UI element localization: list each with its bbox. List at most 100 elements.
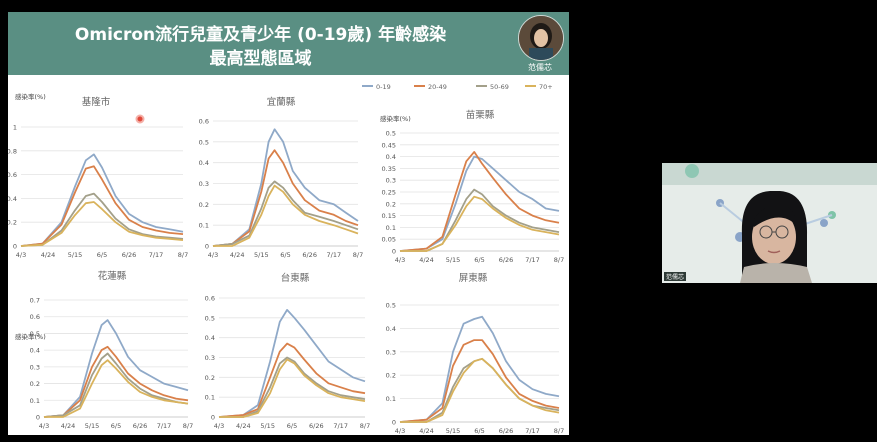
y-tick-label: 0.2 (386, 372, 396, 380)
x-tick-label: 4/24 (419, 427, 434, 435)
series-line-70+ (44, 359, 189, 418)
y-tick-label: 0.4 (8, 195, 17, 203)
legend-label-1: 20-49 (428, 83, 447, 91)
y-axis-label: 感染率(%) (380, 114, 411, 123)
x-tick-label: 8/7 (554, 427, 564, 435)
series-line-50-69 (20, 192, 184, 247)
charts-area: 0-19 20-49 50-69 70+ 0 0.2 0.4 0.6 0.8 1 4/3 4/24 5/… (8, 75, 569, 435)
x-tick-label: 7/17 (525, 427, 540, 435)
series-line-70+ (213, 184, 359, 247)
x-tick-label: 6/26 (499, 256, 514, 264)
y-tick-label: 0.6 (199, 118, 209, 126)
y-tick-label: 0.4 (386, 325, 396, 333)
x-tick-label: 7/17 (333, 422, 348, 430)
y-tick-label: 0.5 (205, 314, 215, 322)
x-tick-label: 5/15 (68, 251, 83, 259)
series-line-0-19 (20, 153, 184, 247)
y-tick-label: 0.3 (30, 363, 40, 371)
presenter-video[interactable]: 范儒芯 (662, 163, 877, 283)
series-line-70+ (219, 358, 366, 418)
x-tick-label: 6/5 (474, 427, 484, 435)
y-tick-label: 0.3 (205, 354, 215, 362)
series-line-0-19 (43, 319, 189, 418)
legend-label-0: 0-19 (376, 83, 391, 91)
x-tick-label: 5/15 (260, 422, 275, 430)
y-tick-label: 0.1 (205, 394, 215, 402)
presentation-slide: Omicron流行兒童及青少年 (0-19歲) 年齡感染 最高型態區域 范儒芯 … (8, 12, 569, 435)
chart-title: 屏東縣 (459, 272, 488, 284)
y-tick-label: 0.5 (199, 138, 209, 146)
series-line-0-19 (212, 128, 359, 247)
series-line-20-49 (212, 149, 359, 247)
y-tick-label: 0.15 (382, 212, 396, 220)
x-tick-label: 8/7 (178, 251, 188, 259)
x-tick-label: 7/17 (525, 256, 540, 264)
x-tick-label: 4/24 (230, 251, 245, 259)
y-tick-label: 0.35 (382, 165, 396, 173)
x-tick-label: 8/7 (360, 422, 370, 430)
y-axis-label: 感染率(%) (15, 92, 46, 101)
y-tick-label: 0.1 (386, 224, 396, 232)
x-tick-label: 6/5 (111, 422, 121, 430)
series-line-0-19 (399, 315, 560, 423)
y-tick-label: 0.4 (30, 347, 40, 355)
chart-title: 花蓮縣 (98, 270, 127, 282)
x-tick-label: 5/15 (446, 256, 461, 264)
series-line-50-69 (43, 352, 189, 418)
series-line-70+ (400, 195, 560, 252)
x-tick-label: 4/3 (208, 251, 218, 259)
series-line-0-19 (399, 155, 560, 252)
x-tick-label: 8/7 (554, 256, 564, 264)
slide-title-line-1: Omicron流行兒童及青少年 (0-19歲) 年齡感染 (74, 25, 447, 45)
slide-title-line-2: 最高型態區域 (209, 49, 312, 69)
y-tick-label: 0.5 (386, 302, 396, 310)
y-tick-label: 0.6 (8, 171, 17, 179)
laser-pointer (135, 114, 145, 124)
y-tick-label: 0.4 (386, 153, 396, 161)
presenter-avatar (518, 15, 564, 61)
series-line-70+ (20, 201, 184, 247)
x-tick-label: 6/26 (133, 422, 148, 430)
chart-title: 苗栗縣 (466, 110, 495, 121)
x-tick-label: 8/7 (183, 422, 193, 430)
y-tick-label: 0 (36, 414, 40, 422)
y-tick-label: 0.5 (386, 130, 396, 138)
x-tick-label: 6/5 (280, 251, 290, 259)
y-tick-label: 0.6 (30, 313, 40, 321)
y-axis-label: 感染率(%) (15, 332, 46, 341)
x-tick-label: 7/17 (327, 251, 342, 259)
x-tick-label: 7/17 (157, 422, 172, 430)
x-tick-label: 4/3 (39, 422, 49, 430)
x-tick-label: 5/15 (446, 427, 461, 435)
charts-panel: 0-19 20-49 50-69 70+ 0 0.2 0.4 0.6 0.8 1 4/3 4/24 5/… (8, 83, 564, 435)
x-tick-label: 6/26 (122, 251, 137, 259)
x-tick-label: 6/5 (97, 251, 107, 259)
x-tick-label: 4/24 (236, 422, 251, 430)
chart-title: 台東縣 (281, 272, 310, 284)
y-tick-label: 0.6 (205, 295, 215, 303)
x-tick-label: 4/24 (419, 256, 434, 264)
x-tick-label: 5/15 (254, 251, 269, 259)
series-line-70+ (400, 357, 560, 423)
legend-label-2: 50-69 (490, 83, 509, 91)
y-tick-label: 0.4 (199, 159, 209, 167)
y-tick-label: 0.1 (386, 395, 396, 403)
series-line-50-69 (212, 180, 359, 247)
y-tick-label: 0.4 (205, 334, 215, 342)
y-tick-label: 0.3 (386, 348, 396, 356)
y-tick-label: 0.3 (386, 177, 396, 185)
video-participant-label: 范儒芯 (664, 272, 687, 281)
slide-header: Omicron流行兒童及青少年 (0-19歲) 年齡感染 最高型態區域 范儒芯 (8, 12, 569, 75)
x-tick-label: 4/3 (395, 427, 405, 435)
y-tick-label: 0.1 (30, 397, 40, 405)
y-tick-label: 0 (392, 248, 396, 256)
presenter-name: 范儒芯 (528, 63, 552, 72)
x-tick-label: 5/15 (85, 422, 100, 430)
x-tick-label: 6/26 (302, 251, 317, 259)
series-line-20-49 (218, 342, 366, 418)
x-tick-label: 6/5 (474, 256, 484, 264)
y-tick-label: 0 (211, 414, 215, 422)
y-tick-label: 1 (13, 124, 17, 132)
x-tick-label: 4/3 (214, 422, 224, 430)
y-tick-label: 0 (392, 419, 396, 427)
